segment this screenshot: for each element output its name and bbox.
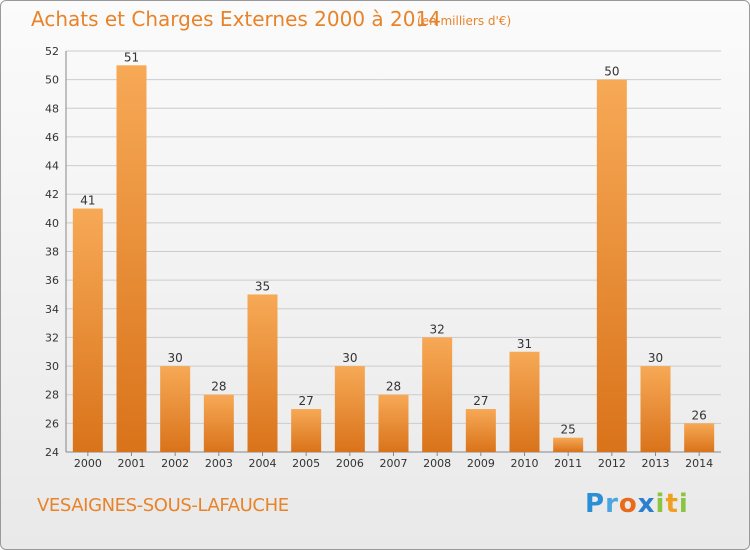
y-tick-label: 42 bbox=[45, 188, 59, 201]
chart-subtitle: (en milliers d'€) bbox=[417, 14, 512, 28]
bar-2001 bbox=[116, 65, 147, 453]
data-labels: 41 51 30 28 35 27 30 28 32 27 31 25 50 30 26 bbox=[80, 50, 707, 436]
data-label: 32 bbox=[430, 322, 445, 336]
data-label: 27 bbox=[473, 394, 488, 408]
bar-2013 bbox=[640, 366, 671, 452]
bar-2000 bbox=[72, 208, 103, 452]
y-tick-label: 52 bbox=[45, 45, 59, 58]
data-label: 30 bbox=[168, 351, 183, 365]
data-label: 28 bbox=[211, 380, 226, 394]
data-label: 31 bbox=[517, 337, 532, 351]
bar-2008 bbox=[422, 337, 453, 452]
y-tick-label: 28 bbox=[45, 389, 59, 402]
y-tick-label: 24 bbox=[45, 446, 59, 459]
y-tick-label: 32 bbox=[45, 331, 59, 344]
x-tick-label: 2012 bbox=[598, 457, 626, 470]
x-tick-label: 2013 bbox=[642, 457, 670, 470]
bar-2004 bbox=[247, 294, 278, 452]
bars bbox=[72, 65, 715, 453]
x-tick-label: 2006 bbox=[336, 457, 364, 470]
bar-2003 bbox=[203, 394, 234, 452]
data-label: 28 bbox=[386, 380, 401, 394]
bar-2006 bbox=[334, 366, 365, 452]
chart-title: Achats et Charges Externes 2000 à 2014 bbox=[31, 7, 441, 31]
bar-2009 bbox=[465, 409, 496, 452]
bar-2007 bbox=[378, 394, 409, 452]
x-tick-label: 2005 bbox=[292, 457, 320, 470]
x-tick-labels: 2000 2001 2002 2003 2004 2005 2006 2007 2008 2009… bbox=[74, 452, 713, 470]
x-tick-label: 2010 bbox=[511, 457, 539, 470]
x-tick-label: 2007 bbox=[380, 457, 408, 470]
y-tick-labels: 24 26 28 30 32 34 36 38 40 42 44 46 48 50 52 bbox=[45, 45, 59, 459]
bar-2011 bbox=[553, 437, 584, 452]
data-label: 35 bbox=[255, 279, 270, 293]
proxiti-logo: Proxiti bbox=[585, 489, 689, 519]
y-tick-label: 36 bbox=[45, 274, 59, 287]
y-tick-label: 38 bbox=[45, 246, 59, 259]
y-tick-label: 46 bbox=[45, 131, 59, 144]
y-tick-label: 44 bbox=[45, 160, 59, 173]
data-label: 51 bbox=[124, 50, 139, 64]
x-tick-label: 2000 bbox=[74, 457, 102, 470]
bar-2002 bbox=[160, 366, 191, 452]
data-label: 41 bbox=[80, 194, 95, 208]
x-tick-label: 2002 bbox=[161, 457, 189, 470]
y-tick-label: 26 bbox=[45, 417, 59, 430]
bar-2012 bbox=[596, 79, 627, 453]
data-label: 30 bbox=[648, 351, 663, 365]
data-label: 25 bbox=[561, 423, 576, 437]
data-label: 50 bbox=[604, 65, 619, 79]
y-tick-label: 50 bbox=[45, 74, 59, 87]
x-tick-label: 2011 bbox=[554, 457, 582, 470]
y-tick-label: 30 bbox=[45, 360, 59, 373]
bar-2005 bbox=[291, 409, 322, 452]
bar-2010 bbox=[509, 351, 540, 452]
data-label: 30 bbox=[342, 351, 357, 365]
x-tick-label: 2009 bbox=[467, 457, 495, 470]
y-tick-label: 34 bbox=[45, 303, 59, 316]
x-tick-label: 2001 bbox=[118, 457, 146, 470]
x-tick-label: 2008 bbox=[423, 457, 451, 470]
y-tick-label: 40 bbox=[45, 217, 59, 230]
x-tick-label: 2004 bbox=[249, 457, 277, 470]
y-tick-label: 48 bbox=[45, 102, 59, 115]
data-label: 26 bbox=[692, 408, 707, 422]
x-tick-label: 2003 bbox=[205, 457, 233, 470]
commune-name: VESAIGNES-SOUS-LAFAUCHE bbox=[37, 495, 289, 516]
bar-2014 bbox=[684, 423, 715, 452]
data-label: 27 bbox=[299, 394, 314, 408]
x-tick-label: 2014 bbox=[685, 457, 713, 470]
